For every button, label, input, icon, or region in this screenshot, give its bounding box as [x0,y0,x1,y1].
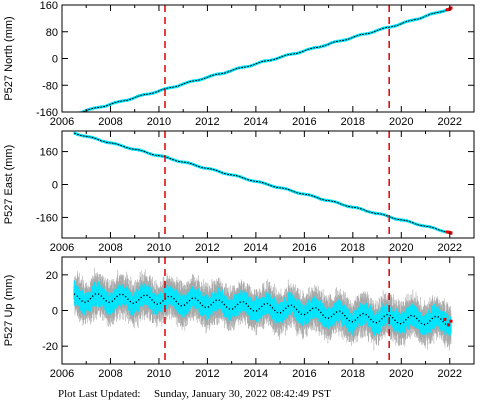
x-tick-label: 2012 [195,116,219,128]
recent-point [449,231,453,235]
x-tick-label: 2020 [389,242,413,254]
x-tick-label: 2020 [389,116,413,128]
y-tick-label: -20 [42,341,58,353]
y-tick-label: -160 [36,107,58,119]
x-tick-label: 2008 [98,242,122,254]
footer-timestamp: Sunday, January 30, 2022 08:42:49 PST [154,388,331,400]
x-tick-label: 2014 [244,116,268,128]
y-axis-label: P527 East (mm) [3,145,15,224]
y-axis-label: P527 Up (mm) [3,275,15,347]
panel-2: 2006 2008 2010 2012 2014 2016 2018 2020 2022 -160… [3,130,475,254]
x-tick-label: 2010 [147,242,171,254]
x-tick-label: 2010 [147,116,171,128]
x-tick-label: 2022 [438,116,462,128]
x-tick-label: 2014 [244,242,268,254]
filtered-trend-black [80,7,452,112]
x-tick-label: 2016 [292,368,316,380]
x-tick-label: 2012 [195,368,219,380]
filtered-trend-black [73,132,452,234]
y-tick-label: -160 [36,212,58,224]
x-tick-label: 2018 [341,116,365,128]
x-tick-label: 2008 [98,116,122,128]
footer-label: Plot Last Updated: [58,388,141,400]
x-tick-label: 2022 [438,368,462,380]
x-tick-label: 2006 [50,368,74,380]
plot-area [73,131,453,235]
x-tick-label: 2018 [341,368,365,380]
footer: Plot Last Updated: Sunday, January 30, 2… [0,388,488,402]
y-tick-label: 0 [52,180,58,192]
observations-cyan [73,280,452,337]
recent-point [445,8,449,12]
x-tick-label: 2018 [341,242,365,254]
panel-3: 2006 2008 2010 2012 2014 2016 2018 2020 2022 -20 0… [3,256,475,380]
x-tick-label: 2016 [292,242,316,254]
y-tick-label: 80 [46,27,58,39]
x-tick-label: 2014 [244,368,268,380]
x-tick-label: 2012 [195,242,219,254]
x-tick-label: 2016 [292,116,316,128]
y-tick-label: 0 [52,54,58,66]
recent-point [449,6,453,10]
recent-point [449,319,453,323]
x-tick-label: 2006 [50,242,74,254]
x-tick-label: 2022 [438,242,462,254]
recent-point [445,230,449,234]
y-tick-label: 0 [52,306,58,318]
y-tick-label: -80 [42,80,58,92]
x-tick-label: 2008 [98,368,122,380]
panel-1: 2006 2008 2010 2012 2014 2016 2018 2020 2022 -160… [3,0,475,128]
y-tick-label: 160 [40,147,58,159]
x-tick-label: 2010 [147,368,171,380]
panels: 2006 2008 2010 2012 2014 2016 2018 2020 2022 -160… [3,0,475,380]
y-tick-label: 20 [46,270,58,282]
x-tick-label: 2020 [389,368,413,380]
recent-point [447,323,451,327]
x-tick-label: 2006 [50,116,74,128]
y-axis-label: P527 North (mm) [3,16,15,100]
plot-area [74,6,453,112]
y-tick-label: 160 [40,0,58,12]
recent-point [443,317,447,321]
plot-area [73,268,453,351]
